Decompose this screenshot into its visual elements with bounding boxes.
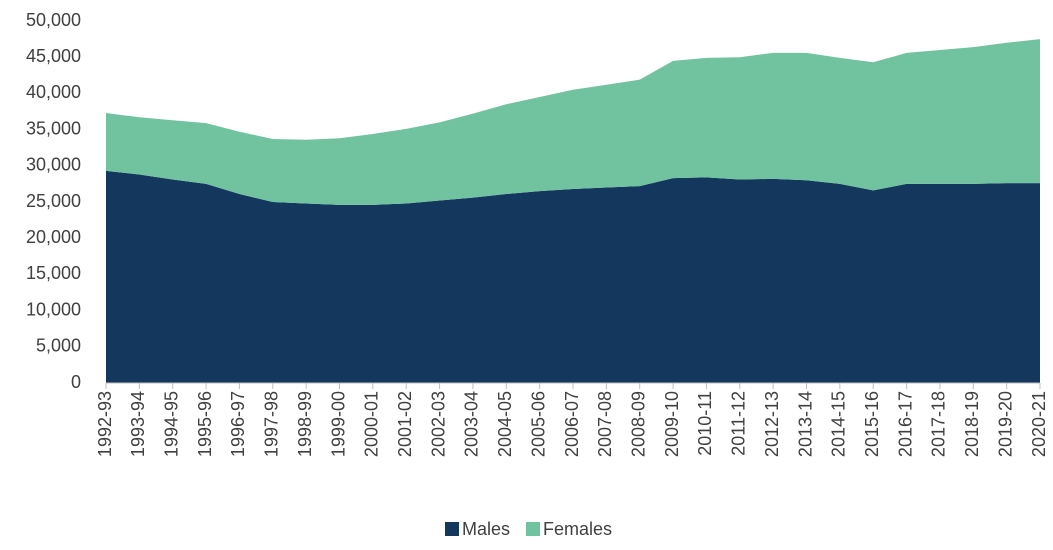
x-tick-label: 2014-15	[829, 391, 849, 457]
y-tick-label: 10,000	[26, 299, 81, 319]
x-tick-label: 2006-07	[562, 391, 582, 457]
x-tick-label: 2019-20	[995, 391, 1015, 457]
x-tick-label: 1999-00	[328, 391, 348, 457]
y-tick-label: 5,000	[36, 336, 81, 356]
x-tick-label: 2011-12	[729, 391, 749, 456]
y-tick-label: 0	[71, 372, 81, 392]
y-tick-label: 25,000	[26, 191, 81, 211]
area	[106, 170, 1040, 383]
x-tick-label: 1996-97	[228, 391, 248, 457]
legend-swatch	[526, 522, 541, 536]
x-tick-label: 1998-99	[295, 391, 315, 457]
x-tick-label: 2018-19	[962, 391, 982, 457]
x-tick-label: 2012-13	[762, 391, 782, 457]
y-tick-label: 15,000	[26, 263, 81, 283]
x-tick-label: 1993-94	[128, 391, 148, 457]
y-tick-label: 45,000	[26, 46, 81, 66]
x-tick-label: 2015-16	[862, 391, 882, 457]
x-tick-label: 2003-04	[462, 391, 482, 457]
x-tick-label: 1992-93	[95, 391, 115, 457]
y-tick-label: 35,000	[26, 118, 81, 138]
x-tick-label: 2009-10	[662, 391, 682, 457]
y-tick-label: 40,000	[26, 82, 81, 102]
x-tick-label: 1997-98	[262, 391, 282, 457]
x-tick-label: 2017-18	[929, 391, 949, 457]
x-tick-label: 2005-06	[528, 391, 548, 457]
x-tick-label: 2002-03	[428, 391, 448, 457]
x-tick-label: 2020-21	[1029, 391, 1049, 457]
y-tick-label: 50,000	[26, 10, 81, 30]
x-tick-label: 2013-14	[795, 391, 815, 457]
x-tick-label: 2007-08	[595, 391, 615, 457]
x-tick-label: 2010-11	[695, 391, 715, 456]
legend-label: Females	[543, 519, 612, 539]
y-tick-label: 20,000	[26, 227, 81, 247]
x-tick-label: 2004-05	[495, 391, 515, 457]
x-tick-label: 2008-09	[628, 391, 648, 457]
x-tick-label: 2016-17	[895, 391, 915, 457]
x-tick-label: 2000-01	[362, 391, 382, 457]
area	[106, 39, 1040, 205]
x-tick-label: 2001-02	[395, 391, 415, 457]
legend-label: Males	[462, 519, 510, 539]
legend-swatch	[445, 522, 459, 536]
x-tick-label: 1994-95	[161, 391, 181, 457]
y-tick-label: 30,000	[26, 155, 81, 175]
x-tick-label: 1995-96	[195, 391, 215, 457]
